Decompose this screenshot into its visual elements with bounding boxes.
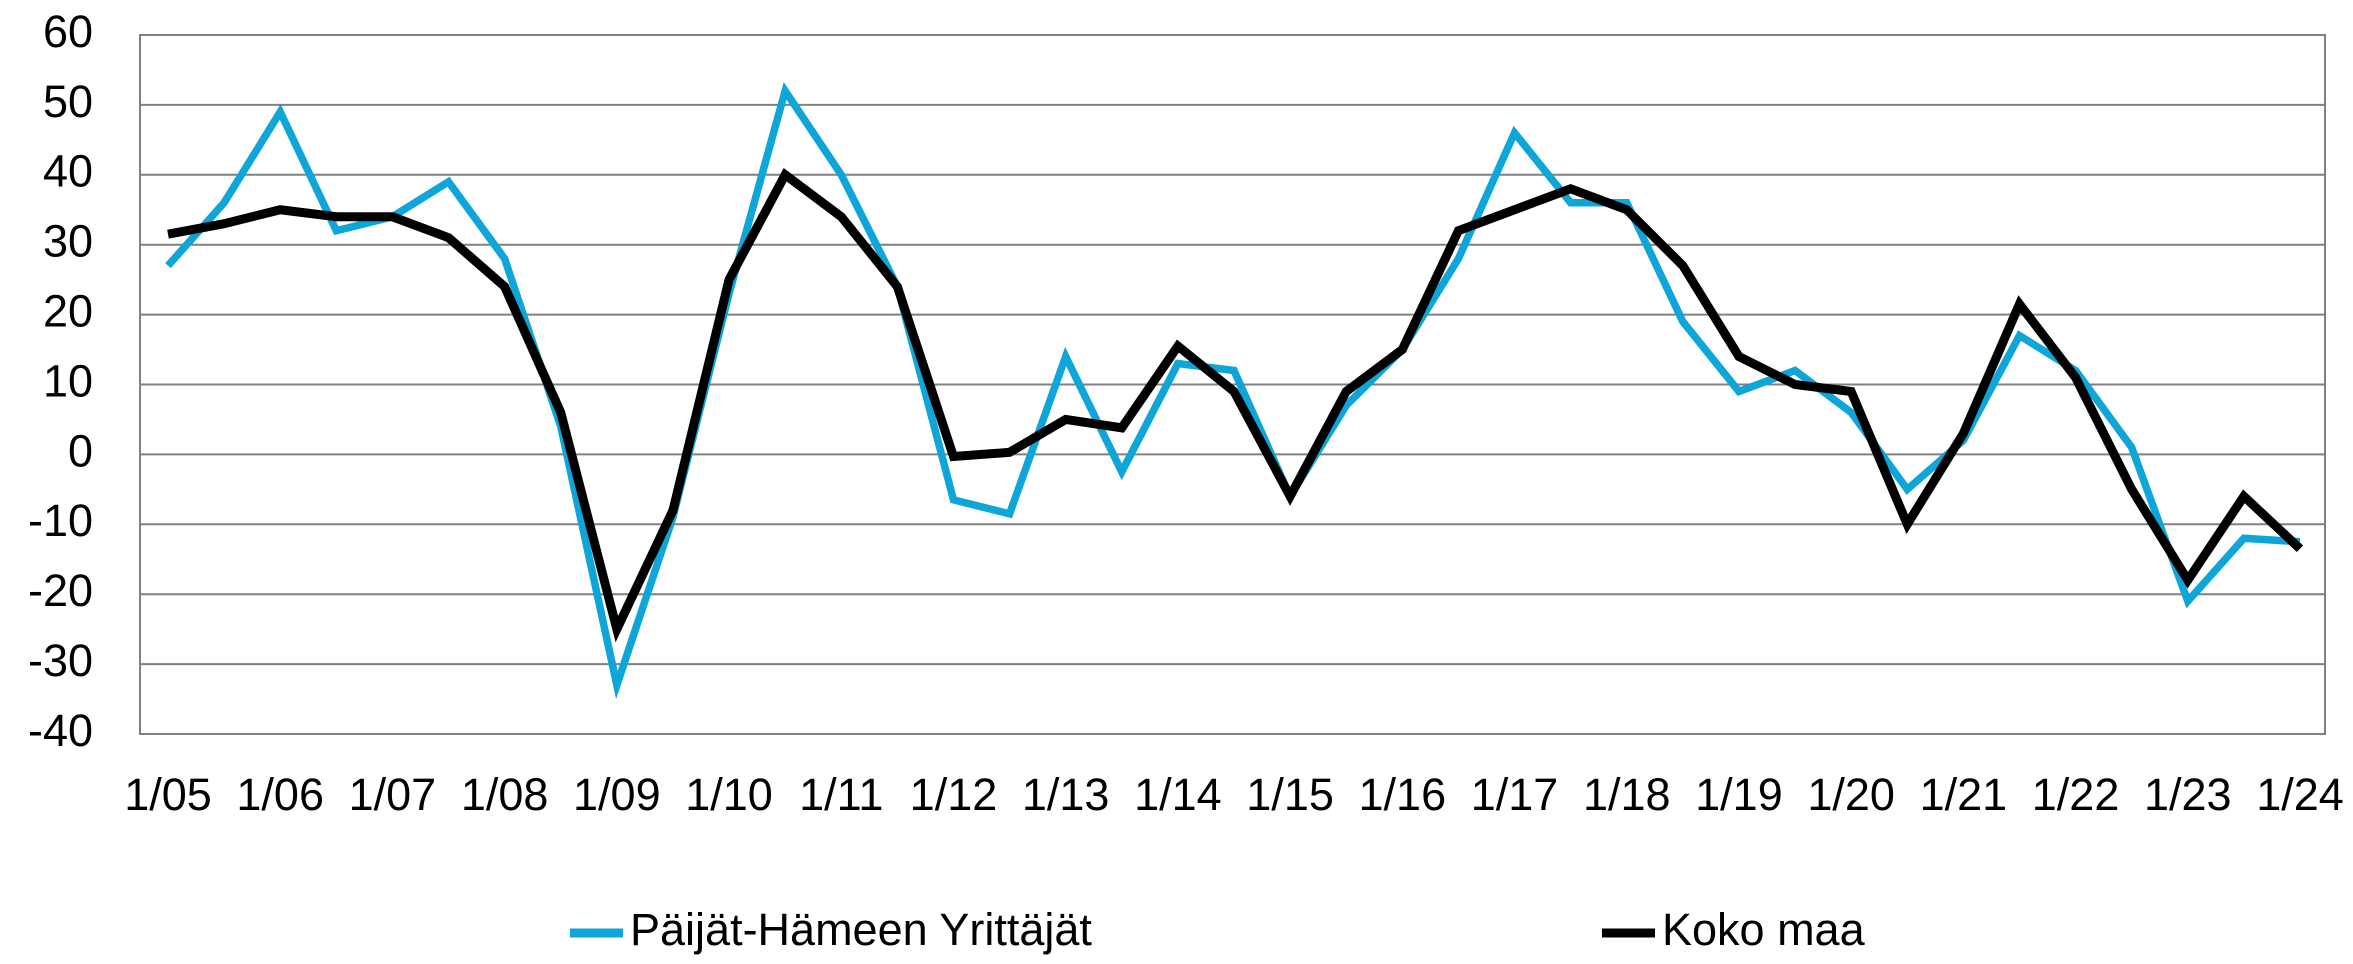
x-tick-label: 1/12	[910, 769, 998, 820]
x-tick-label: 1/13	[1022, 769, 1110, 820]
legend-label: Päijät-Hämeen Yrittäjät	[630, 904, 1092, 955]
y-tick-label: 60	[43, 6, 93, 57]
x-tick-label: 1/20	[1807, 769, 1895, 820]
x-tick-label: 1/14	[1134, 769, 1222, 820]
x-tick-label: 1/16	[1359, 769, 1447, 820]
y-tick-label: -40	[28, 705, 93, 756]
x-tick-label: 1/10	[685, 769, 773, 820]
legend-label: Koko maa	[1662, 904, 1866, 955]
data-line	[167, 168, 2304, 643]
x-tick-label: 1/15	[1246, 769, 1334, 820]
y-tick-label: 50	[43, 76, 93, 127]
y-tick-label: 10	[43, 355, 93, 406]
y-tick-label: -20	[28, 565, 93, 616]
x-tick-label: 1/06	[236, 769, 324, 820]
x-tick-label: 1/08	[461, 769, 549, 820]
x-tick-label: 1/07	[349, 769, 437, 820]
y-tick-label: 0	[68, 425, 93, 476]
y-tick-label: -10	[28, 495, 93, 546]
x-tick-label: 1/18	[1583, 769, 1671, 820]
y-tick-label: 20	[43, 285, 93, 336]
x-tick-label: 1/22	[2032, 769, 2120, 820]
x-tick-label: 1/05	[124, 769, 212, 820]
y-tick-label: -30	[28, 635, 93, 686]
x-tick-label: 1/23	[2144, 769, 2232, 820]
x-tick-label: 1/17	[1471, 769, 1559, 820]
y-tick-label: 40	[43, 146, 93, 197]
x-tick-label: 1/09	[573, 769, 661, 820]
x-tick-label: 1/19	[1695, 769, 1783, 820]
x-tick-label: 1/24	[2256, 769, 2344, 820]
x-tick-label: 1/11	[799, 769, 883, 820]
y-tick-label: 30	[43, 216, 93, 267]
x-tick-label: 1/21	[1920, 769, 2008, 820]
